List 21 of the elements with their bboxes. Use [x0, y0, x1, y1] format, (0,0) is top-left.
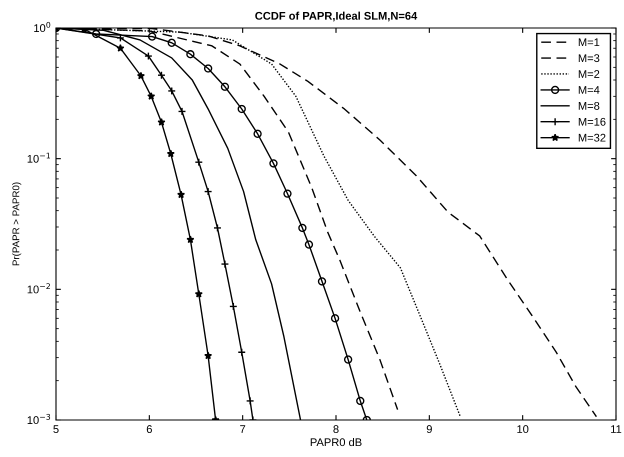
chart-title: CCDF of PAPR,Ideal SLM,N=64 — [255, 12, 418, 22]
legend-label: M=3 — [578, 54, 600, 62]
x-tick-label: 7 — [240, 425, 246, 433]
y-tick-label: 10$^{0}$ — [34, 22, 50, 32]
x-tick-label: 6 — [146, 425, 152, 434]
x-tick-label: 9 — [426, 425, 432, 434]
legend-label: M=2 — [578, 70, 600, 78]
legend-label: M=4 — [578, 86, 600, 94]
x-tick-label: 8 — [333, 425, 339, 434]
x-tick-label: 11 — [611, 425, 622, 433]
y-tick-label: 10$^{−1}$ — [28, 152, 50, 163]
y-tick-label: 10$^{−3}$ — [28, 414, 50, 424]
x-axis-title: PAPR0 dB — [310, 438, 362, 446]
y-axis-title: Pr(PAPR > PAPR0) — [12, 182, 22, 266]
legend-label: M=32 — [578, 134, 606, 142]
legend-label: M=16 — [578, 118, 606, 126]
x-tick-label: 5 — [53, 425, 59, 434]
y-tick-label: 10$^{−2}$ — [28, 283, 50, 294]
legend-label: M=1 — [578, 38, 600, 46]
legend-label: M=8 — [578, 102, 600, 110]
x-tick-label: 10 — [517, 425, 528, 434]
